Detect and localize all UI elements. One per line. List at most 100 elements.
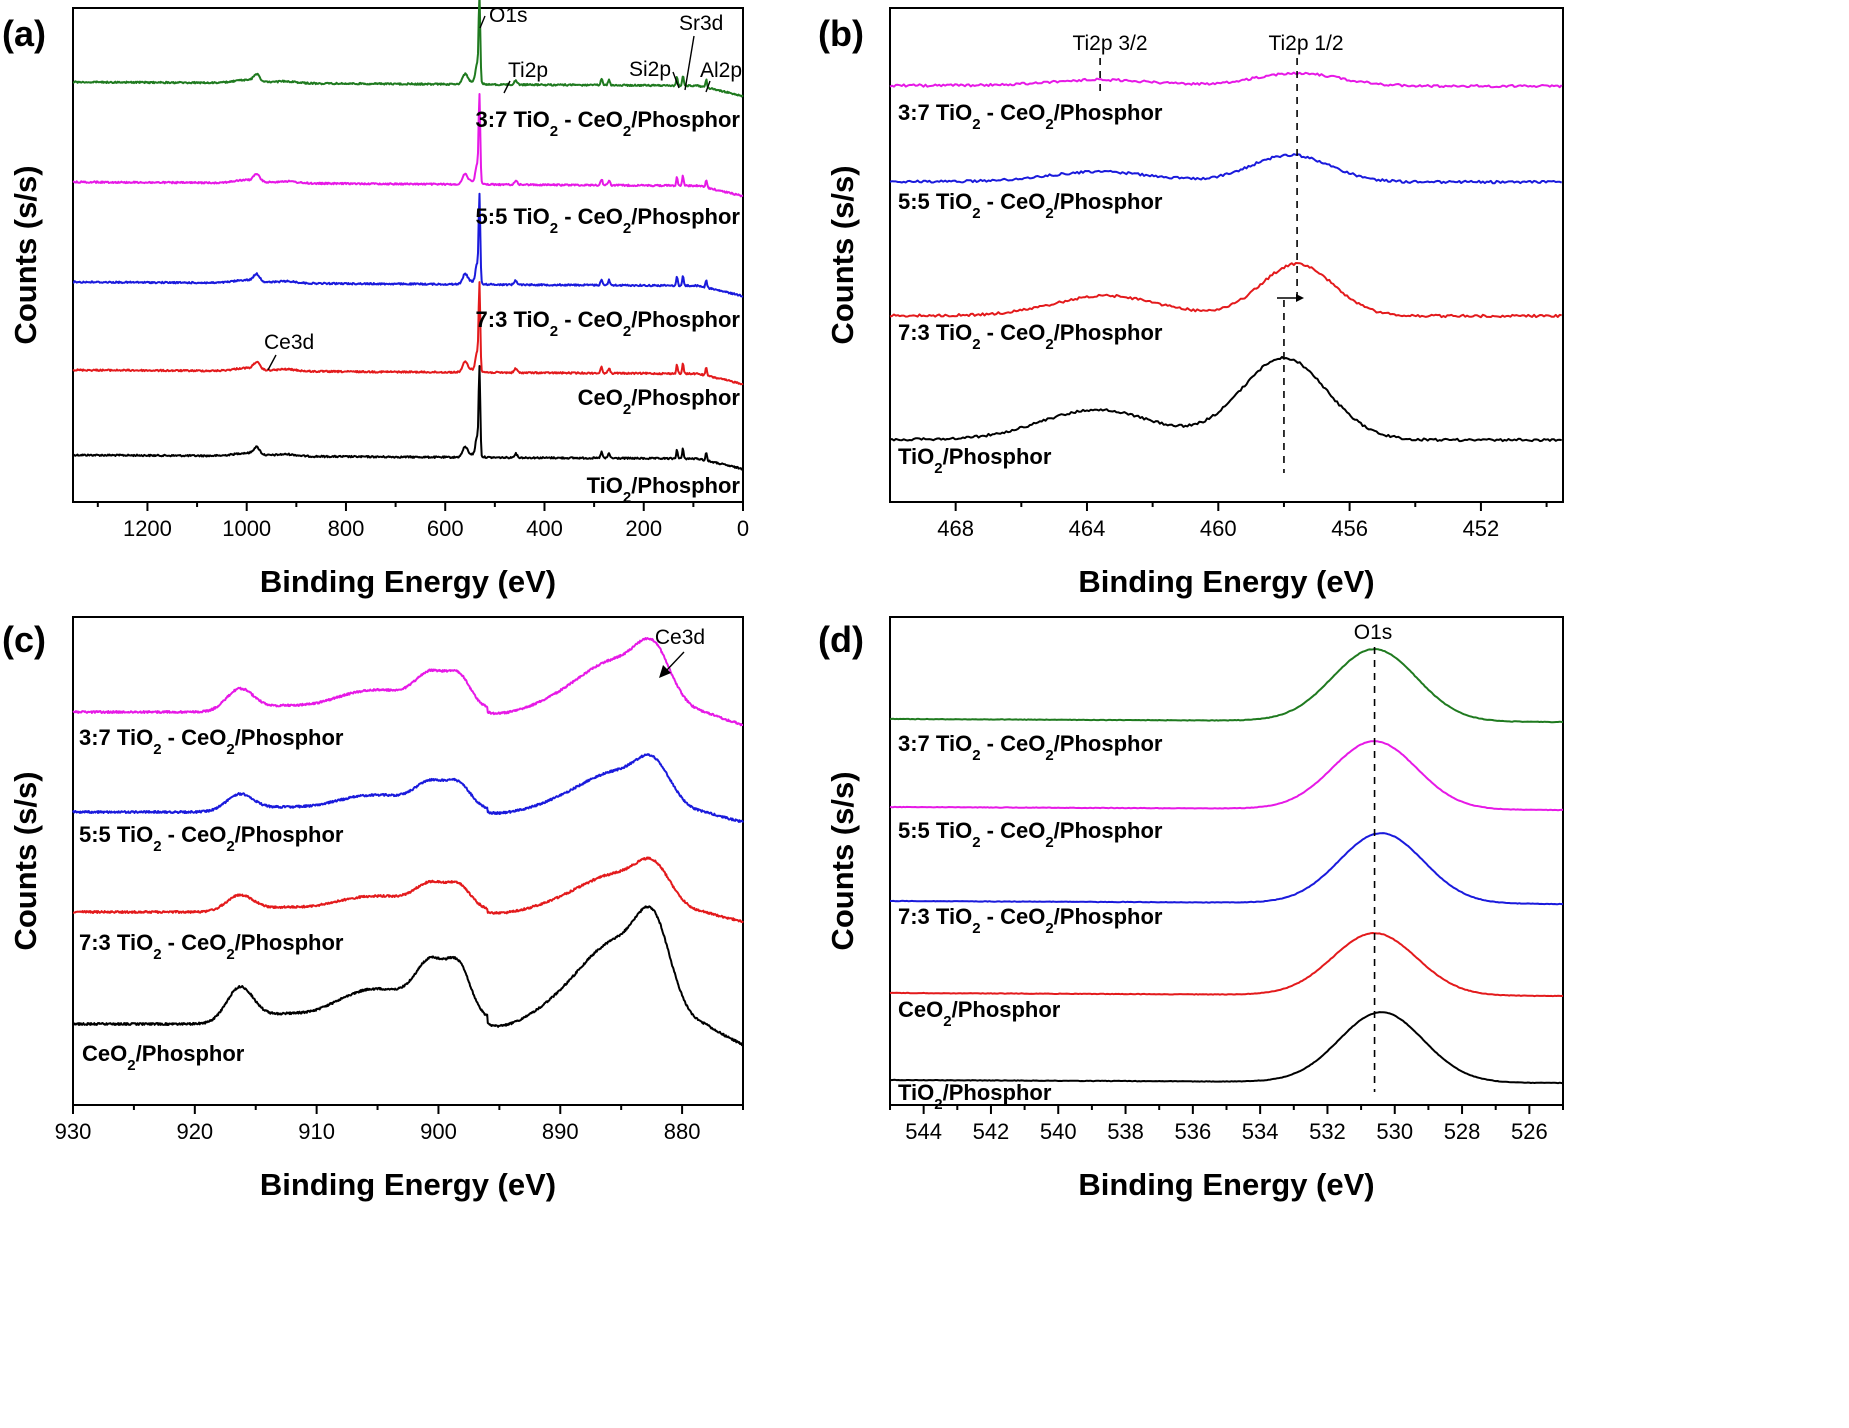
panel-d-axes-frame	[889, 616, 1564, 1106]
x-tick-label: 530	[1376, 1119, 1413, 1144]
series-label-tio2: TiO2/Phosphor	[587, 473, 741, 506]
survey-curve	[72, 365, 744, 471]
annotation-Ti2p32: Ti2p 3/2	[1072, 32, 1147, 55]
x-tick-label: 920	[176, 1119, 213, 1144]
x-axis-label: Binding Energy (eV)	[260, 564, 556, 599]
leader-Sr3d	[684, 35, 695, 91]
x-tick-label: 880	[664, 1119, 701, 1144]
series-label-5-5: 5:5 TiO2 - CeO2/Phosphor	[898, 189, 1163, 222]
series-label-3-7: 3:7 TiO2 - CeO2/Phosphor	[898, 100, 1163, 133]
annotation-Ce3d: Ce3d	[264, 331, 314, 354]
x-tick-label: 468	[937, 516, 974, 541]
series-label-7-3: 7:3 TiO2 - CeO2/Phosphor	[898, 320, 1163, 353]
annotation-Ti2p12: Ti2p 1/2	[1268, 32, 1343, 55]
x-tick-label: 930	[55, 1119, 92, 1144]
o1s-curve	[889, 1011, 1564, 1085]
annotation-Ti2p: Ti2p	[508, 59, 548, 82]
panel-c-axes-frame	[72, 616, 744, 1106]
x-tick-label: 526	[1511, 1119, 1548, 1144]
leader-Al2p	[705, 80, 711, 93]
x-tick-label: 900	[420, 1119, 457, 1144]
ti2p-curve	[889, 71, 1563, 89]
panel-label: (c)	[2, 619, 46, 660]
y-axis-label: Counts (s/s)	[8, 165, 43, 344]
x-tick-label: 542	[973, 1119, 1010, 1144]
ce3d-curve	[72, 905, 744, 1047]
ce3d-curve	[72, 856, 744, 924]
panel-label: (b)	[818, 13, 864, 54]
x-tick-label: 800	[328, 516, 365, 541]
ce3d-curve	[72, 637, 744, 727]
series-label-5-5: 5:5 TiO2 - CeO2/Phosphor	[898, 818, 1163, 851]
annotation-O1s: O1s	[489, 4, 528, 27]
x-tick-label: 1200	[123, 516, 172, 541]
x-tick-label: 456	[1331, 516, 1368, 541]
series-label-5-5: 5:5 TiO2 - CeO2/Phosphor	[476, 204, 741, 237]
annotation-O1s: O1s	[1354, 621, 1393, 644]
leader-Ce3d	[267, 354, 277, 371]
x-tick-label: 464	[1069, 516, 1106, 541]
y-axis-label: Counts (s/s)	[825, 165, 860, 344]
x-tick-label: 600	[427, 516, 464, 541]
x-tick-label: 540	[1040, 1119, 1077, 1144]
panel-label: (d)	[818, 619, 864, 660]
x-tick-label: 532	[1309, 1119, 1346, 1144]
series-label-3-7: 3:7 TiO2 - CeO2/Phosphor	[79, 725, 344, 758]
x-tick-label: 534	[1242, 1119, 1279, 1144]
series-label-ceo2: CeO2/Phosphor	[578, 385, 741, 418]
leader-Ti2p	[503, 80, 511, 94]
x-tick-label: 910	[298, 1119, 335, 1144]
x-tick-label: 452	[1463, 516, 1500, 541]
survey-curve	[72, 0, 744, 98]
ti2p-curve	[889, 153, 1563, 185]
x-tick-label: 200	[625, 516, 662, 541]
series-label-ceo2: CeO2/Phosphor	[898, 997, 1061, 1030]
series-label-7-3: 7:3 TiO2 - CeO2/Phosphor	[898, 904, 1163, 937]
shift-arrow-head	[1296, 294, 1304, 302]
series-label-7-3: 7:3 TiO2 - CeO2/Phosphor	[476, 307, 741, 340]
panel-b-axes-frame	[889, 7, 1564, 503]
panel-d: 544 542 540 538 536 534 532 530 528 526 Binding En…	[818, 616, 1564, 1202]
leader-Ce3d	[665, 651, 685, 672]
panel-b: 468 464 460 456 452 Binding Energy (eV) Counts…	[818, 7, 1564, 599]
leader-Si2p	[672, 71, 680, 89]
x-tick-label: 0	[737, 516, 749, 541]
series-label-tio2: TiO2/Phosphor	[898, 1080, 1052, 1113]
o1s-curve	[890, 832, 1564, 906]
series-label-5-5: 5:5 TiO2 - CeO2/Phosphor	[79, 822, 344, 855]
x-tick-label: 538	[1107, 1119, 1144, 1144]
x-tick-label: 544	[905, 1119, 942, 1144]
x-axis-label: Binding Energy (eV)	[1078, 1167, 1374, 1202]
x-tick-label: 460	[1200, 516, 1237, 541]
ti2p-curve	[889, 355, 1562, 443]
x-tick-label: 528	[1444, 1119, 1481, 1144]
survey-curve	[72, 93, 744, 198]
survey-curve	[72, 192, 744, 298]
o1s-curve	[889, 740, 1564, 812]
annotation-Ce3d: Ce3d	[655, 626, 705, 649]
series-label-3-7: 3:7 TiO2 - CeO2/Phosphor	[476, 107, 741, 140]
ce3d-curve	[72, 753, 744, 823]
x-tick-label: 1000	[222, 516, 271, 541]
leader-O1s	[479, 15, 486, 29]
panel-c: 930 920 910 900 890 880 Binding Energy (eV) Cou…	[2, 616, 744, 1202]
x-axis-label: Binding Energy (eV)	[260, 1167, 556, 1202]
x-tick-label: 536	[1174, 1119, 1211, 1144]
o1s-curve	[889, 932, 1564, 998]
x-tick-label: 890	[542, 1119, 579, 1144]
y-axis-label: Counts (s/s)	[825, 771, 860, 950]
x-axis-label: Binding Energy (eV)	[1078, 564, 1374, 599]
series-label-tio2: TiO2/Phosphor	[898, 444, 1052, 477]
annotation-Sr3d: Sr3d	[679, 12, 723, 35]
annotation-Si2p: Si2p	[629, 58, 671, 81]
y-axis-label: Counts (s/s)	[8, 771, 43, 950]
panel-a-axes-frame	[72, 7, 744, 503]
x-tick-label: 400	[526, 516, 563, 541]
annotation-Al2p: Al2p	[700, 59, 742, 82]
series-label-7-3: 7:3 TiO2 - CeO2/Phosphor	[79, 930, 344, 963]
ti2p-curve	[889, 262, 1562, 319]
survey-curve	[72, 281, 744, 386]
panel-a: 1200 1000 800 600 400 200 0 Binding Energy (eV)…	[2, 0, 749, 599]
leader-Ce3d-arrowhead	[659, 665, 671, 678]
